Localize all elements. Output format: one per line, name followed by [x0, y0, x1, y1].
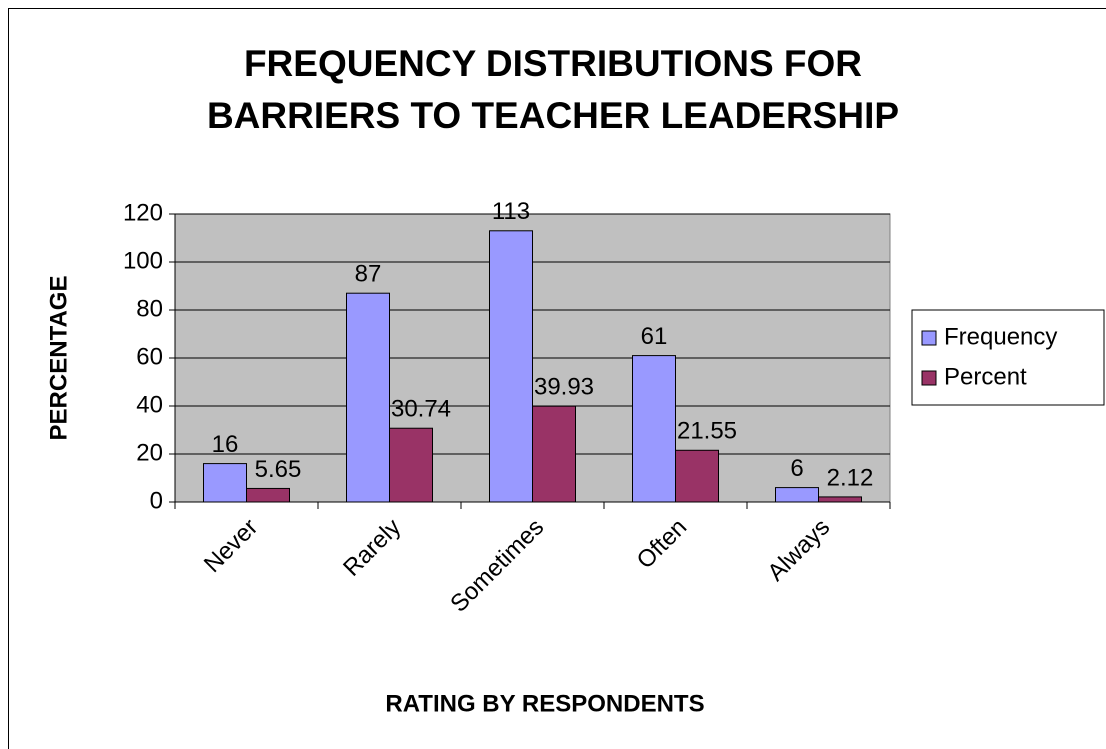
value-label: 30.74: [391, 396, 451, 423]
value-label: 16: [212, 431, 239, 458]
legend-label: Percent: [944, 363, 1027, 390]
value-label: 5.65: [255, 456, 302, 483]
bar: [246, 487, 290, 503]
y-tick-label: 20: [136, 439, 163, 466]
legend-swatch: [921, 370, 937, 386]
value-label: 6: [790, 455, 803, 482]
value-label: 113: [492, 198, 530, 225]
value-label: 21.55: [677, 418, 737, 445]
bar: [489, 230, 533, 503]
bar: [389, 427, 433, 503]
y-tick-label: 40: [136, 391, 163, 418]
bar: [203, 463, 247, 503]
legend-label: Frequency: [944, 323, 1057, 350]
bar: [632, 355, 676, 503]
chart-title: FREQUENCY DISTRIBUTIONS FOR: [244, 43, 862, 84]
value-label: 2.12: [827, 464, 874, 491]
y-tick-label: 0: [150, 487, 163, 514]
chart-title: BARRIERS TO TEACHER LEADERSHIP: [207, 95, 899, 136]
bar: [675, 449, 719, 503]
y-tick-label: 80: [136, 295, 163, 322]
legend: [911, 309, 1105, 406]
value-label: 61: [641, 323, 668, 350]
y-tick-label: 100: [123, 247, 163, 274]
value-label: 87: [355, 261, 382, 288]
y-tick-label: 120: [123, 199, 163, 226]
bar: [346, 292, 390, 503]
x-axis-title: RATING BY RESPONDENTS: [385, 690, 704, 717]
bar: [775, 487, 819, 503]
y-tick-label: 60: [136, 343, 163, 370]
value-label: 39.93: [534, 374, 594, 401]
legend-swatch: [921, 330, 937, 346]
y-axis-title: PERCENTAGE: [45, 276, 72, 441]
bar: [532, 405, 576, 503]
bar: [818, 496, 862, 503]
